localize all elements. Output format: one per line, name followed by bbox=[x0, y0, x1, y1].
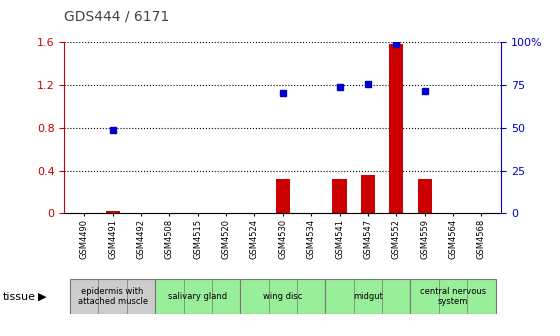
Text: salivary gland: salivary gland bbox=[168, 292, 227, 301]
Bar bbox=[333, 179, 347, 213]
Bar bbox=[276, 179, 290, 213]
Bar bbox=[70, 279, 155, 314]
Text: central nervous
system: central nervous system bbox=[420, 287, 486, 306]
Text: tissue: tissue bbox=[3, 292, 36, 301]
Text: ▶: ▶ bbox=[38, 292, 46, 301]
Bar bbox=[389, 44, 403, 213]
Text: wing disc: wing disc bbox=[263, 292, 302, 301]
Bar bbox=[105, 211, 120, 213]
Bar bbox=[418, 179, 432, 213]
Bar bbox=[155, 279, 240, 314]
Bar bbox=[240, 279, 325, 314]
Bar bbox=[361, 175, 375, 213]
Text: epidermis with
attached muscle: epidermis with attached muscle bbox=[77, 287, 148, 306]
Bar bbox=[325, 279, 410, 314]
Bar bbox=[410, 279, 496, 314]
Text: GDS444 / 6171: GDS444 / 6171 bbox=[64, 9, 170, 24]
Text: midgut: midgut bbox=[353, 292, 383, 301]
